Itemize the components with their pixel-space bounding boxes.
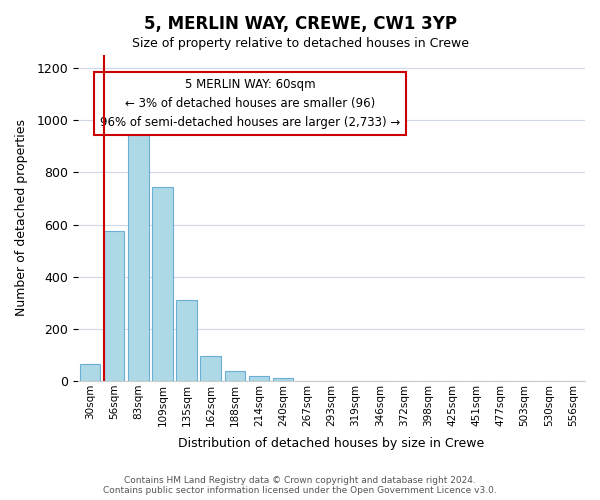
Text: Contains HM Land Registry data © Crown copyright and database right 2024.
Contai: Contains HM Land Registry data © Crown c… [103,476,497,495]
Bar [273,378,293,381]
X-axis label: Distribution of detached houses by size in Crewe: Distribution of detached houses by size … [178,437,485,450]
Bar [104,231,124,381]
Bar [176,300,197,381]
Y-axis label: Number of detached properties: Number of detached properties [15,120,28,316]
Bar [152,186,173,381]
Text: 5 MERLIN WAY: 60sqm
← 3% of detached houses are smaller (96)
96% of semi-detache: 5 MERLIN WAY: 60sqm ← 3% of detached hou… [100,78,400,129]
Text: 5, MERLIN WAY, CREWE, CW1 3YP: 5, MERLIN WAY, CREWE, CW1 3YP [143,15,457,33]
Bar [224,370,245,381]
Bar [200,356,221,381]
Bar [80,364,100,381]
Text: Size of property relative to detached houses in Crewe: Size of property relative to detached ho… [131,38,469,51]
Bar [249,376,269,381]
Bar [128,120,149,381]
